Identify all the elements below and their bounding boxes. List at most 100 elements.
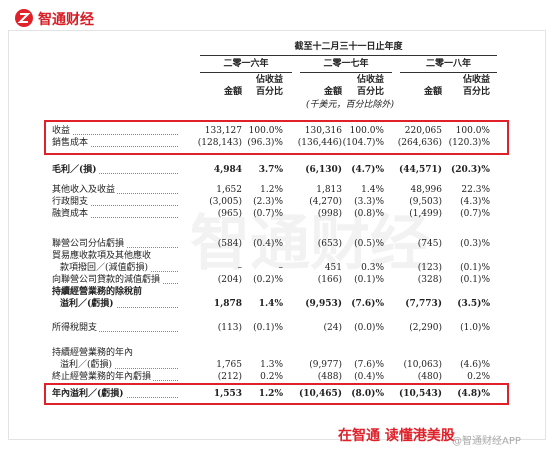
cell-value: (4.6)% xyxy=(460,360,490,370)
cell-value: (3.5)% xyxy=(457,299,490,309)
row-label: 溢利／(虧損) xyxy=(60,359,115,371)
leader xyxy=(52,331,178,332)
cell-value: (0.3)% xyxy=(460,239,490,249)
highlight-box xyxy=(44,383,509,405)
cell-value: (584) xyxy=(217,239,242,249)
cell-value: (7.6)% xyxy=(351,299,384,309)
cell-value: (24) xyxy=(323,323,342,333)
cell-value: 1,553 xyxy=(213,389,242,399)
cell-value: (10,063) xyxy=(403,360,442,370)
cell-value: 130,316 xyxy=(304,126,342,136)
cell-value: (212) xyxy=(217,372,242,382)
leader xyxy=(52,205,178,206)
cell-value: (2,290) xyxy=(409,323,442,333)
cell-value: (0.4)% xyxy=(253,239,283,249)
cell-value: 1,765 xyxy=(216,360,242,370)
cell-value: (9,503) xyxy=(409,197,442,207)
cell-value: (0.4)% xyxy=(354,372,384,382)
row-label: 融資成本 xyxy=(52,208,91,220)
row-label: 年內溢利／(虧損) xyxy=(52,388,126,400)
cell-value: (204) xyxy=(217,275,242,285)
row-label: 聯營公司分佔虧損 xyxy=(52,238,127,250)
percent-header: 佔收益 xyxy=(462,75,490,85)
cell-value: (136,446) xyxy=(297,138,342,148)
cell-value: (0.5)% xyxy=(354,239,384,249)
rule xyxy=(200,72,292,73)
cell-value: 1.2% xyxy=(260,185,283,195)
cell-value: (328) xyxy=(417,275,442,285)
percent-header: 百分比 xyxy=(356,87,384,97)
cell-value: (113) xyxy=(217,323,242,333)
cell-value: – xyxy=(278,263,284,273)
cell-value: 3.7% xyxy=(258,165,283,175)
watermark: 智通财经 xyxy=(190,209,430,279)
cell-value: 0.2% xyxy=(467,372,490,382)
cell-value: (3.3)% xyxy=(354,197,384,207)
rule xyxy=(300,72,392,73)
cell-value: (104.7)% xyxy=(342,138,384,148)
cell-value: (0.1)% xyxy=(253,323,283,333)
cell-value: (965) xyxy=(217,209,242,219)
cell-value: (488) xyxy=(317,372,342,382)
row-label: 款項撥回／(減值虧損) xyxy=(60,262,151,274)
leader xyxy=(60,368,178,369)
row-label: 持續經營業務的除稅前 xyxy=(52,286,145,298)
row-label: 終止經營業務的年內虧損 xyxy=(52,371,154,383)
cell-value: 0.2% xyxy=(260,372,283,382)
cell-value: (480) xyxy=(417,372,442,382)
percent-header: 佔收益 xyxy=(255,75,283,85)
cell-value: (9,977) xyxy=(309,360,342,370)
cell-value: (0.7)% xyxy=(253,209,283,219)
cell-value: (6,130) xyxy=(305,165,342,175)
cell-value: 133,127 xyxy=(204,126,242,136)
cell-value: (3,005) xyxy=(209,197,242,207)
cell-value: (7.6)% xyxy=(354,360,384,370)
cell-value: 1.2% xyxy=(258,389,283,399)
amount-header: 金額 xyxy=(423,87,442,97)
cell-value: (120.3)% xyxy=(448,138,490,148)
cell-value: (4.8)% xyxy=(457,389,490,399)
cell-value: (9,953) xyxy=(305,299,342,309)
rule xyxy=(200,55,497,56)
cell-value: (0.1)% xyxy=(460,275,490,285)
highlight-box xyxy=(44,120,509,155)
cell-value: 1.3% xyxy=(260,360,283,370)
cell-value: 22.3% xyxy=(461,185,490,195)
cell-value: (7,773) xyxy=(405,299,442,309)
cell-value: (1.0)% xyxy=(460,323,490,333)
cell-value: (0.1)% xyxy=(460,263,490,273)
cell-value: 1,652 xyxy=(216,185,242,195)
cell-value: (0.1)% xyxy=(354,275,384,285)
cell-value: 100.0% xyxy=(248,126,283,136)
year-header: 二零一六年 xyxy=(223,59,269,69)
row-label: 向聯營公司貸款的減值虧損 xyxy=(52,274,163,286)
cell-value: (0.0)% xyxy=(354,323,384,333)
cell-value: 1,878 xyxy=(213,299,242,309)
percent-header: 百分比 xyxy=(462,87,490,97)
cell-value: (10,465) xyxy=(299,389,342,399)
cell-value: (44,571) xyxy=(399,165,442,175)
cell-value: (0.8)% xyxy=(354,209,384,219)
row-label: 收益 xyxy=(52,125,73,137)
cell-value: (4.3)% xyxy=(460,197,490,207)
cell-value: 1.4% xyxy=(361,185,384,195)
year-header: 二零一八年 xyxy=(425,59,471,69)
cell-value: (264,636) xyxy=(397,138,442,148)
cell-value: (0.7)% xyxy=(460,209,490,219)
unit-note: (千美元，百分比除外) xyxy=(305,100,395,110)
cell-value: 220,065 xyxy=(404,126,442,136)
percent-header: 佔收益 xyxy=(356,75,384,85)
row-label: 貿易應收款項及其他應收 xyxy=(52,250,154,262)
row-label: 所得稅開支 xyxy=(52,322,100,334)
footer-slogan: 在智通 读懂港美股 xyxy=(338,428,455,444)
logo-text: 智通财经 xyxy=(38,12,94,28)
cell-value: 0.3% xyxy=(361,263,384,273)
cell-value: (4,270) xyxy=(309,197,342,207)
leader xyxy=(52,217,178,218)
cell-value: (653) xyxy=(317,239,342,249)
leader xyxy=(52,146,178,147)
cell-value: (4.7)% xyxy=(351,165,384,175)
cell-value: 1,813 xyxy=(316,185,342,195)
amount-header: 金額 xyxy=(323,87,342,97)
